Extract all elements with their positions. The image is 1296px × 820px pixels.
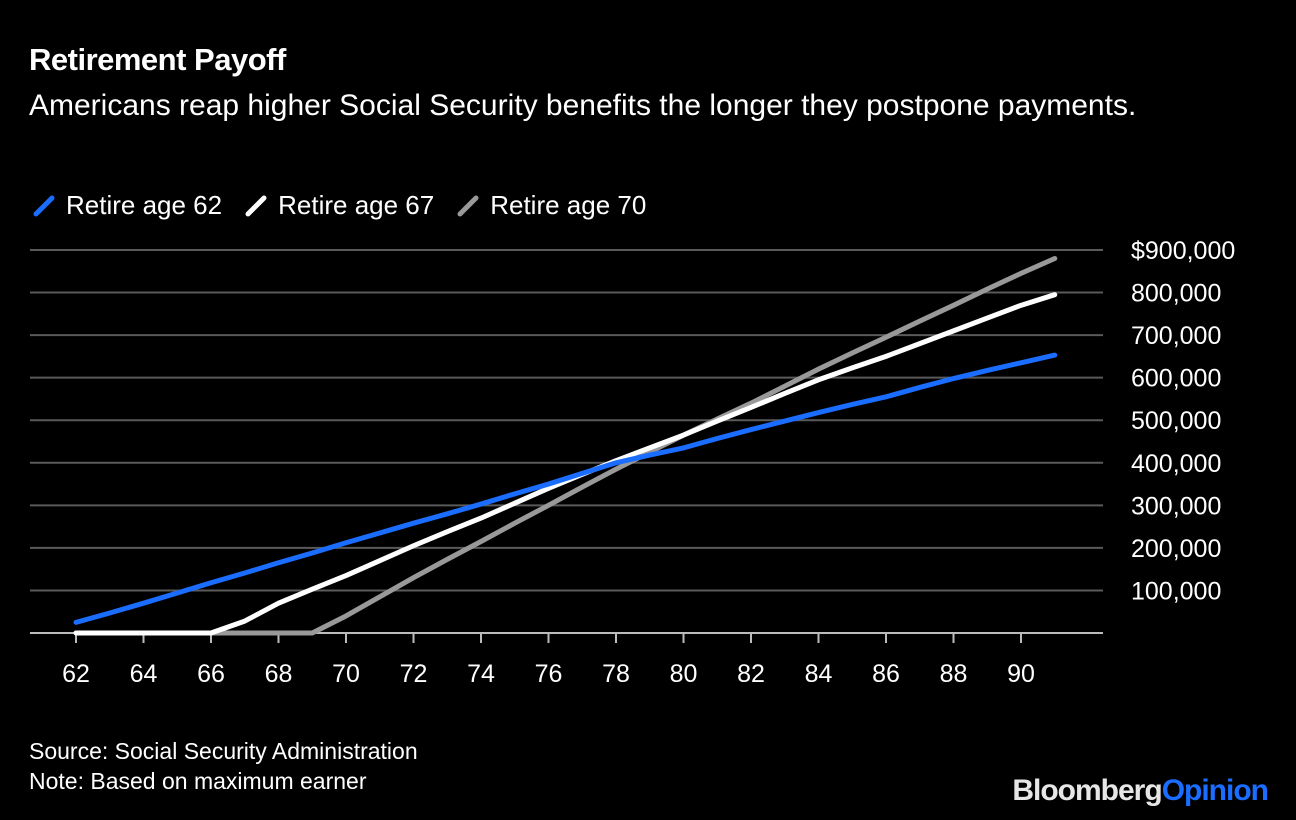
chart-title: Retirement Payoff: [29, 42, 286, 77]
series-line-retire-age-62: [73, 352, 1058, 625]
legend-label: Retire age 67: [278, 190, 435, 220]
legend: Retire age 62 Retire age 67 Retire age 7…: [32, 190, 646, 221]
y-tick-label: 400,000: [1131, 450, 1221, 478]
chart-subtitle: Americans reap higher Social Security be…: [29, 89, 1137, 122]
x-tick-label: 62: [62, 660, 90, 688]
series-line-retire-age-70: [73, 256, 1058, 636]
series-line-retire-age-67: [73, 292, 1058, 636]
legend-item-67: Retire age 67: [244, 190, 434, 221]
x-tick-label: 68: [265, 660, 293, 688]
x-tick-label: 64: [130, 660, 158, 688]
y-tick-label: 600,000: [1131, 365, 1221, 393]
legend-item-62: Retire age 62: [32, 190, 222, 221]
y-tick-label: 800,000: [1131, 280, 1221, 308]
x-tick-label: 84: [805, 660, 833, 688]
legend-label: Retire age 62: [66, 190, 223, 220]
y-tick-label: 100,000: [1131, 577, 1221, 605]
legend-label: Retire age 70: [490, 190, 647, 220]
legend-swatch-white: [245, 195, 267, 216]
y-tick-label: 500,000: [1131, 407, 1221, 435]
x-tick-label: 88: [940, 660, 968, 688]
legend-swatch-blue: [33, 195, 55, 216]
x-tick-label: 82: [737, 660, 765, 688]
x-tick-label: 70: [332, 660, 360, 688]
x-tick-label: 78: [602, 660, 630, 688]
y-tick-label: 200,000: [1131, 535, 1221, 563]
x-tick-label: 72: [400, 660, 428, 688]
legend-item-70: Retire age 70: [456, 190, 646, 221]
source-notes: Source: Social Security Administration N…: [29, 736, 418, 796]
x-tick-label: 86: [872, 660, 900, 688]
bloomberg-opinion-logo: BloombergOpinion: [1012, 774, 1269, 807]
x-tick-label: 66: [197, 660, 225, 688]
x-tick-label: 80: [670, 660, 698, 688]
y-tick-label: 300,000: [1131, 492, 1221, 520]
note-text: Note: Based on maximum earner: [29, 768, 367, 794]
legend-swatch-gray: [457, 195, 479, 216]
y-tick-label: 700,000: [1131, 322, 1221, 350]
x-tick-label: 76: [535, 660, 563, 688]
x-tick-label: 90: [1007, 660, 1035, 688]
y-tick-label: $900,000: [1131, 237, 1235, 265]
x-tick-label: 74: [467, 660, 495, 688]
source-text: Source: Social Security Administration: [29, 738, 418, 764]
